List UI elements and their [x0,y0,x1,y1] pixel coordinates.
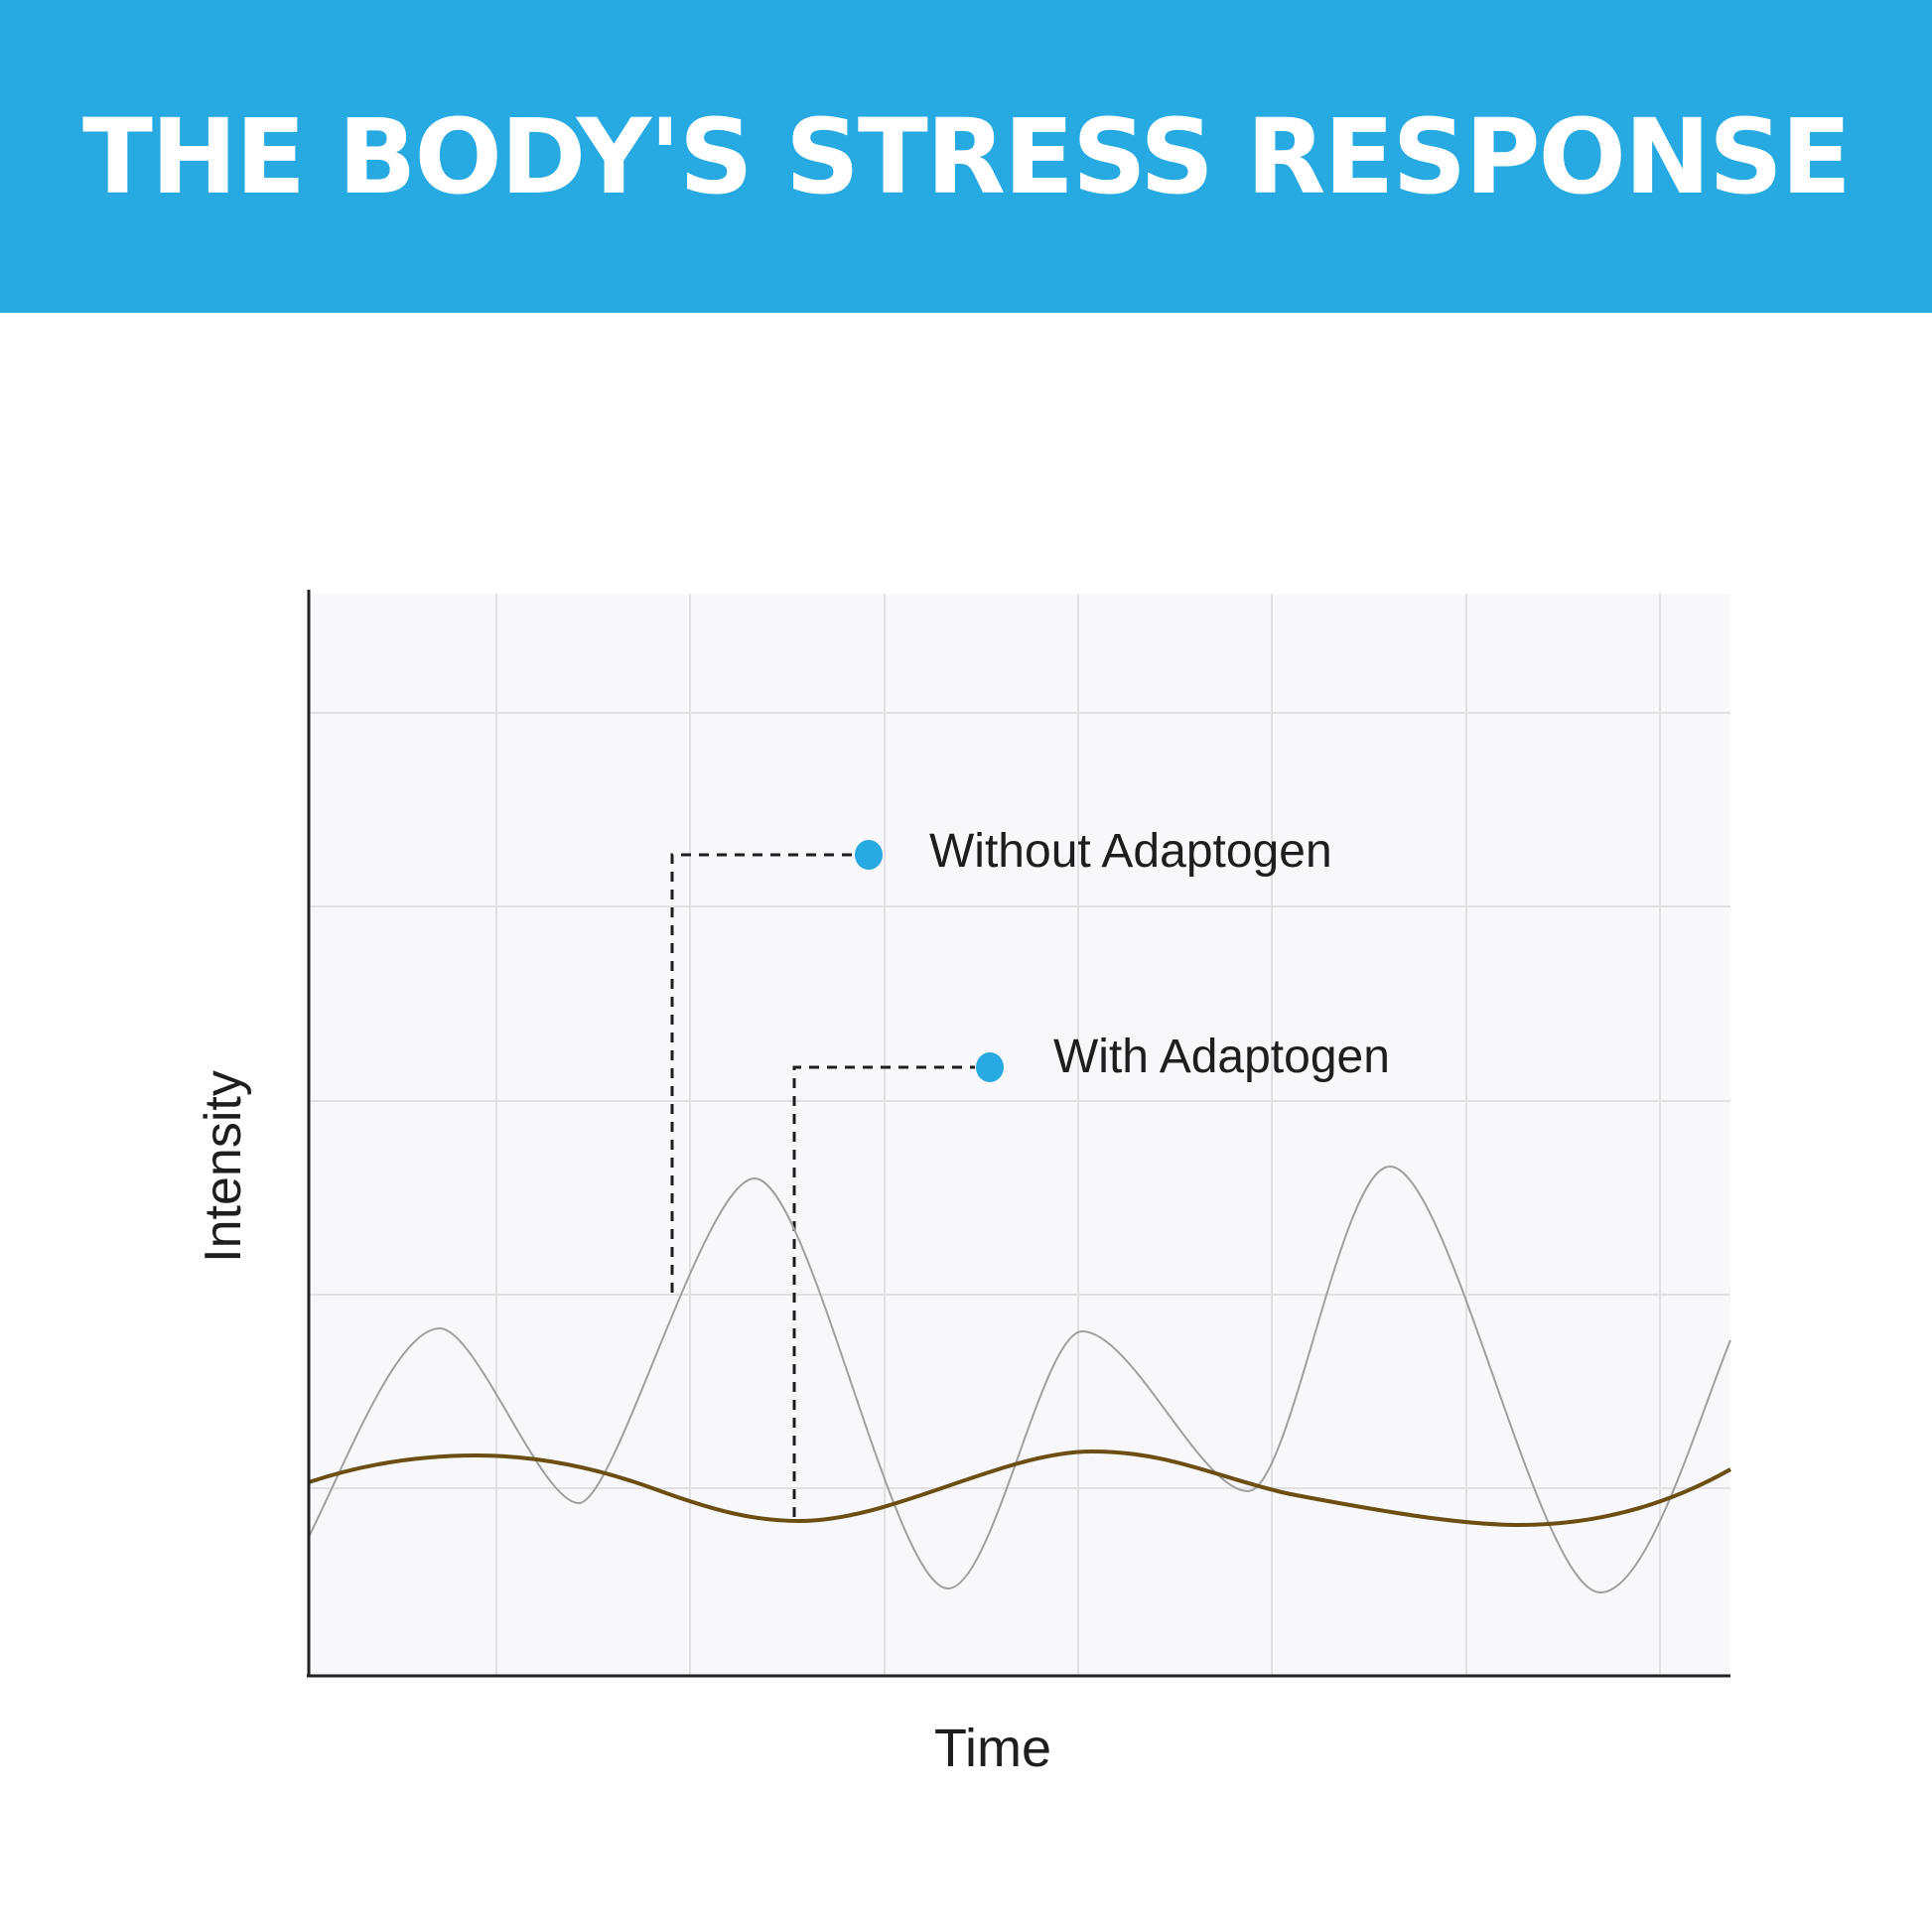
y-axis-label: Intensity [149,993,298,1340]
callout-label-without-adaptogen: Without Adaptogen [929,825,1332,878]
y-axis-label-text: Intensity [195,1070,252,1263]
page-title: THE BODY'S STRESS RESPONSE [82,95,1852,217]
title-banner: THE BODY'S STRESS RESPONSE [0,0,1932,313]
series-with-adaptogen [308,1449,1731,1528]
callout-leader-without [670,853,854,1293]
plot-area [309,594,1730,1675]
series-without-adaptogen [308,1165,1731,1594]
callout-label-with-adaptogen: With Adaptogen [1053,1031,1390,1083]
x-axis-label: Time [934,1719,1051,1778]
callout-marker-without-dot-icon [855,840,883,870]
callout-marker-with-dot-icon [976,1052,1004,1082]
horizontal-gridlines [309,712,1730,1489]
callout-leader-with [792,1065,975,1517]
vertical-gridlines [495,594,1661,1675]
